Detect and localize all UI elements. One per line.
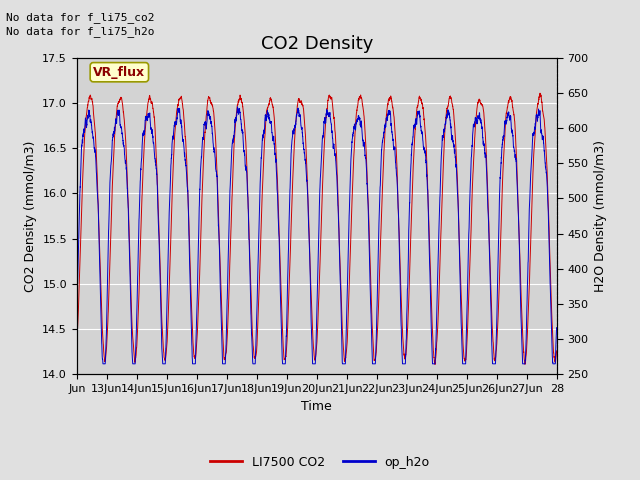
Text: No data for f_li75_h2o: No data for f_li75_h2o [6,26,155,37]
LI7500 CO2 [431,361,439,367]
op_h2o [73,306,81,312]
Line: LI7500 CO2: LI7500 CO2 [77,93,557,364]
LI7500 CO2 [472,121,479,127]
LI7500 CO2 [553,348,561,354]
X-axis label: Time: Time [301,400,332,413]
Line: op_h2o: op_h2o [77,107,557,364]
Text: No data for f_li75_co2: No data for f_li75_co2 [6,12,155,23]
LI7500 CO2 [360,111,367,117]
LI7500 CO2 [484,195,492,201]
Y-axis label: H2O Density (mmol/m3): H2O Density (mmol/m3) [594,140,607,292]
op_h2o [360,139,368,145]
op_h2o [472,116,479,122]
Y-axis label: CO2 Density (mmol/m3): CO2 Density (mmol/m3) [24,140,36,292]
LI7500 CO2 [172,113,180,119]
LI7500 CO2 [334,195,342,201]
LI7500 CO2 [448,100,456,106]
LI7500 CO2 [73,336,81,341]
op_h2o [484,208,492,214]
op_h2o [448,134,456,140]
op_h2o [553,325,561,331]
op_h2o [99,361,107,367]
op_h2o [334,208,342,214]
LI7500 CO2 [536,90,544,96]
Text: VR_flux: VR_flux [93,66,145,79]
Title: CO2 Density: CO2 Density [260,35,373,53]
op_h2o [173,119,180,124]
Legend: LI7500 CO2, op_h2o: LI7500 CO2, op_h2o [205,451,435,474]
op_h2o [234,104,241,110]
